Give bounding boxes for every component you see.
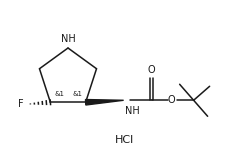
Text: O: O xyxy=(148,65,155,75)
Text: &1: &1 xyxy=(73,91,83,97)
Text: NH: NH xyxy=(61,34,75,44)
Text: O: O xyxy=(168,95,175,105)
Text: &1: &1 xyxy=(54,91,64,97)
Polygon shape xyxy=(86,100,124,105)
Text: HCl: HCl xyxy=(114,135,134,145)
Text: F: F xyxy=(18,99,23,109)
Text: NH: NH xyxy=(125,106,139,116)
